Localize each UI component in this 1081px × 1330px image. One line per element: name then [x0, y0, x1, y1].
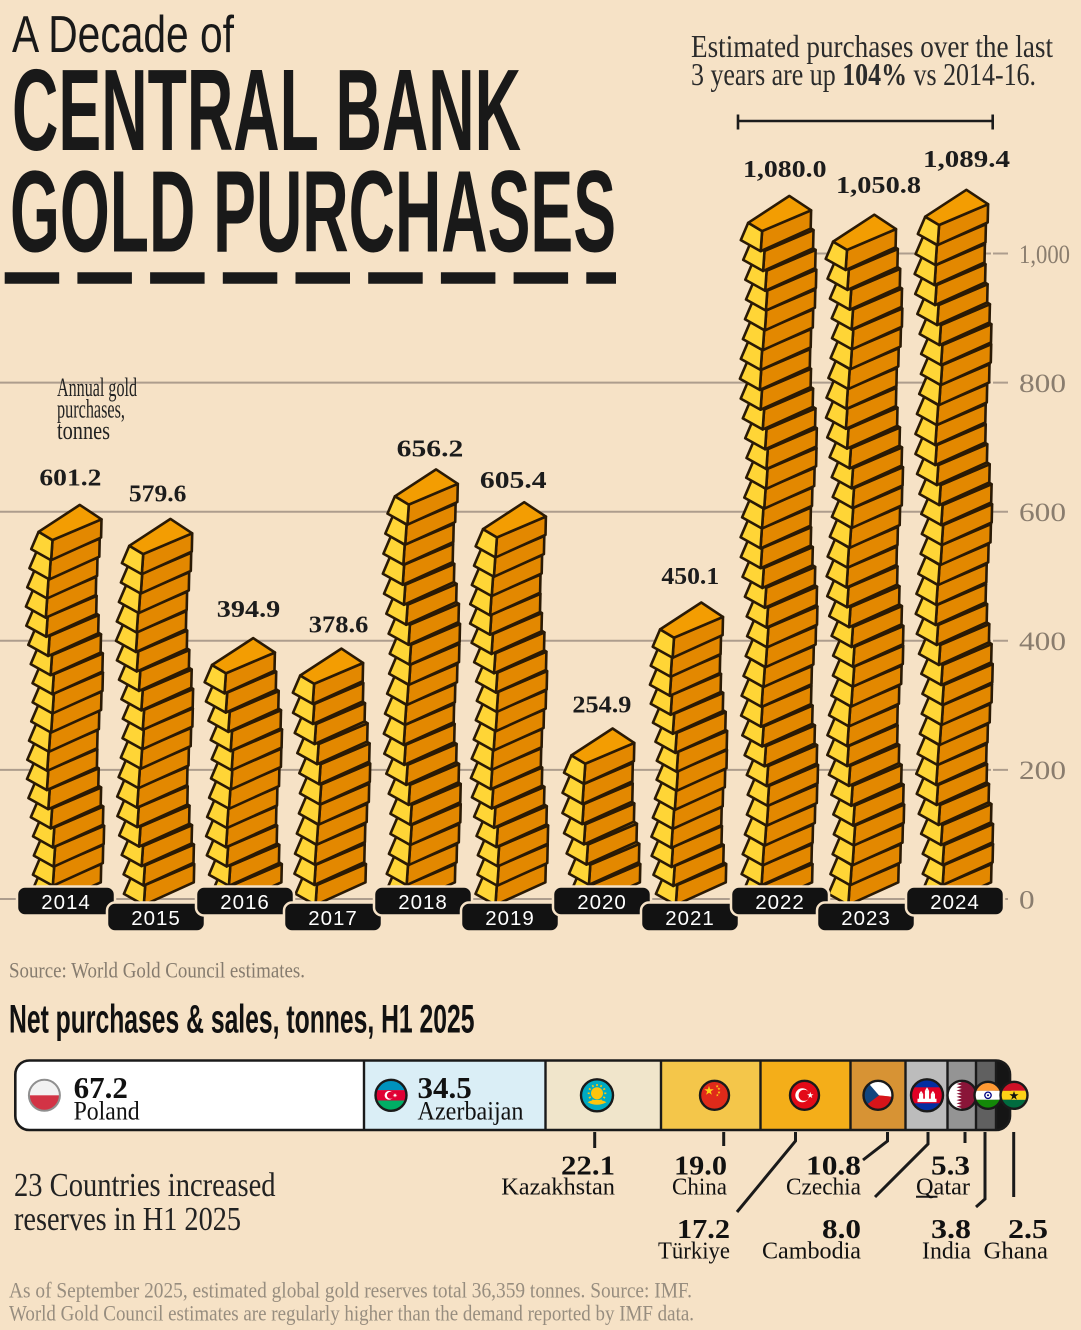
svg-text:1,000: 1,000 — [1019, 239, 1070, 269]
svg-text:Annual gold: Annual gold — [57, 372, 137, 402]
svg-text:2021: 2021 — [665, 907, 715, 930]
svg-text:2018: 2018 — [398, 891, 448, 914]
svg-text:China: China — [672, 1174, 727, 1201]
svg-text:2017: 2017 — [308, 907, 358, 930]
svg-text:2023: 2023 — [841, 907, 891, 930]
svg-text:2019: 2019 — [485, 907, 535, 930]
svg-text:purchases,: purchases, — [57, 394, 125, 424]
svg-text:656.2: 656.2 — [397, 436, 464, 463]
svg-text:World Gold Council estimates a: World Gold Council estimates are regular… — [9, 1301, 694, 1326]
svg-text:3 years are up 104% vs 2014-16: 3 years are up 104% vs 2014-16. — [691, 56, 1036, 92]
svg-text:reserves in H1 2025: reserves in H1 2025 — [14, 1201, 241, 1238]
svg-text:Estimated purchases over the l: Estimated purchases over the last — [691, 28, 1053, 64]
svg-text:67.2: 67.2 — [74, 1070, 128, 1105]
svg-text:8.0: 8.0 — [822, 1214, 861, 1244]
svg-text:As of September 2025, estimate: As of September 2025, estimated global g… — [9, 1278, 692, 1303]
svg-text:GOLD PURCHASES: GOLD PURCHASES — [10, 147, 616, 277]
svg-text:17.2: 17.2 — [677, 1214, 730, 1244]
svg-text:450.1: 450.1 — [661, 563, 719, 590]
svg-text:Qatar: Qatar — [916, 1174, 970, 1201]
svg-text:10.8: 10.8 — [806, 1151, 861, 1181]
svg-text:Poland: Poland — [74, 1096, 140, 1126]
svg-text:2.5: 2.5 — [1008, 1214, 1048, 1244]
svg-text:Net purchases & sales, tonnes,: Net purchases & sales, tonnes, H1 2025 — [9, 997, 475, 1041]
svg-text:Türkiye: Türkiye — [658, 1238, 730, 1265]
svg-text:601.2: 601.2 — [39, 465, 101, 492]
svg-text:1,089.4: 1,089.4 — [923, 146, 1010, 173]
svg-text:A Decade of: A Decade of — [12, 6, 234, 64]
svg-text:1,050.8: 1,050.8 — [836, 172, 921, 199]
svg-text:605.4: 605.4 — [480, 467, 547, 494]
svg-text:34.5: 34.5 — [418, 1070, 472, 1105]
svg-text:Source: World Gold Council est: Source: World Gold Council estimates. — [9, 958, 305, 983]
svg-text:254.9: 254.9 — [572, 691, 631, 718]
svg-text:378.6: 378.6 — [309, 612, 369, 639]
svg-text:23 Countries increased: 23 Countries increased — [14, 1167, 276, 1204]
svg-text:Kazakhstan: Kazakhstan — [501, 1174, 615, 1201]
svg-text:1,080.0: 1,080.0 — [743, 156, 827, 183]
svg-text:800: 800 — [1019, 368, 1066, 398]
svg-text:22.1: 22.1 — [561, 1151, 615, 1181]
svg-text:400: 400 — [1019, 626, 1066, 656]
svg-text:579.6: 579.6 — [129, 480, 187, 507]
svg-text:CENTRAL BANK: CENTRAL BANK — [12, 45, 521, 175]
svg-text:200: 200 — [1019, 755, 1066, 785]
svg-text:600: 600 — [1019, 497, 1066, 527]
svg-text:0: 0 — [1019, 884, 1035, 914]
svg-text:tonnes: tonnes — [57, 415, 110, 445]
svg-text:India: India — [922, 1238, 971, 1265]
svg-text:2015: 2015 — [131, 907, 181, 930]
svg-text:Ghana: Ghana — [984, 1238, 1049, 1265]
svg-text:2022: 2022 — [755, 891, 805, 914]
svg-text:394.9: 394.9 — [217, 596, 280, 623]
svg-text:2014: 2014 — [41, 891, 91, 914]
svg-text:5.3: 5.3 — [931, 1151, 970, 1181]
svg-text:Cambodia: Cambodia — [762, 1238, 861, 1265]
svg-text:2020: 2020 — [577, 891, 627, 914]
svg-text:2016: 2016 — [220, 891, 270, 914]
svg-text:19.0: 19.0 — [674, 1151, 727, 1181]
svg-text:3.8: 3.8 — [931, 1214, 971, 1244]
svg-text:2024: 2024 — [930, 891, 980, 914]
svg-text:Czechia: Czechia — [786, 1174, 861, 1201]
svg-text:Azerbaijan: Azerbaijan — [418, 1096, 524, 1126]
